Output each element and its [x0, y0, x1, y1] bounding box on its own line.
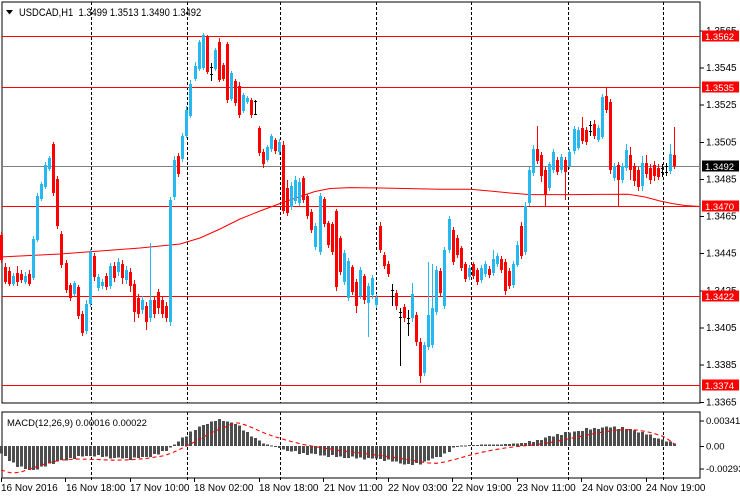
svg-text:1.3545: 1.3545	[706, 63, 737, 74]
svg-text:1.3385: 1.3385	[706, 360, 737, 371]
svg-text:-0.00293: -0.00293	[706, 464, 740, 475]
svg-text:22 Nov 19:00: 22 Nov 19:00	[452, 483, 512, 494]
svg-text:0.00: 0.00	[706, 442, 725, 453]
svg-text:1.3535: 1.3535	[705, 83, 734, 94]
svg-text:1.3405: 1.3405	[706, 323, 737, 334]
svg-text:23 Nov 11:00: 23 Nov 11:00	[517, 483, 576, 494]
svg-text:22 Nov 03:00: 22 Nov 03:00	[388, 483, 448, 494]
svg-text:USDCAD,H1 1.3499 1.3513 1.349: USDCAD,H1 1.3499 1.3513 1.3490 1.3492	[19, 7, 202, 19]
svg-text:21 Nov 11:00: 21 Nov 11:00	[324, 483, 383, 494]
svg-text:24 Nov 19:00: 24 Nov 19:00	[646, 483, 706, 494]
svg-text:1.3525: 1.3525	[706, 100, 737, 111]
svg-text:MACD(12,26,9) 0.00016 0.00022: MACD(12,26,9) 0.00016 0.00022	[7, 418, 147, 429]
svg-text:1.3562: 1.3562	[705, 32, 734, 43]
svg-text:1.3505: 1.3505	[706, 137, 737, 148]
svg-text:1.3492: 1.3492	[705, 162, 734, 173]
svg-text:1.3445: 1.3445	[706, 249, 737, 260]
svg-text:16 Nov 18:00: 16 Nov 18:00	[66, 483, 126, 494]
svg-text:16 Nov 2016: 16 Nov 2016	[1, 483, 58, 494]
svg-text:1.3470: 1.3470	[705, 202, 734, 213]
svg-text:1.3374: 1.3374	[705, 381, 734, 392]
svg-text:24 Nov 03:00: 24 Nov 03:00	[582, 483, 642, 494]
svg-text:1.3365: 1.3365	[706, 397, 737, 408]
svg-text:1.3465: 1.3465	[706, 212, 737, 223]
svg-text:18 Nov 18:00: 18 Nov 18:00	[259, 483, 319, 494]
svg-text:1.3422: 1.3422	[705, 292, 734, 303]
svg-text:0.00341: 0.00341	[706, 416, 740, 427]
svg-text:1.3485: 1.3485	[706, 175, 737, 186]
svg-text:18 Nov 02:00: 18 Nov 02:00	[194, 483, 254, 494]
svg-text:17 Nov 10:00: 17 Nov 10:00	[130, 483, 190, 494]
